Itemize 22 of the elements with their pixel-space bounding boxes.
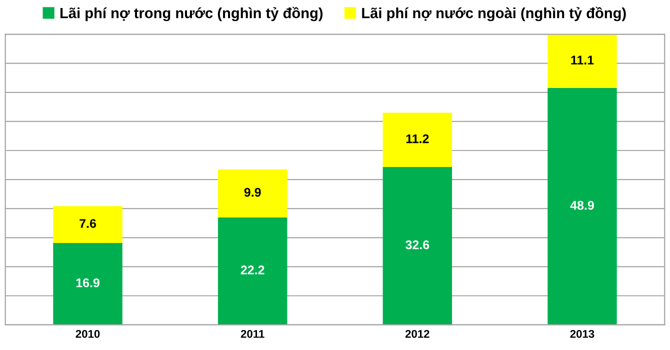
data-label: 11.1 bbox=[571, 56, 594, 64]
data-label: 32.6 bbox=[406, 240, 430, 250]
bar bbox=[218, 169, 288, 218]
bar bbox=[218, 217, 288, 325]
bar bbox=[53, 242, 122, 325]
x-tick-label: 2010 bbox=[76, 330, 100, 338]
bar bbox=[382, 166, 452, 325]
data-label: 48.9 bbox=[570, 200, 594, 210]
data-label: 9.9 bbox=[244, 188, 261, 197]
bar bbox=[548, 34, 617, 88]
bar bbox=[548, 88, 617, 325]
data-label: 16.9 bbox=[76, 278, 100, 288]
data-label: 7.6 bbox=[80, 219, 96, 228]
data-label: 11.2 bbox=[406, 134, 429, 144]
legend-label: Lãi phí nợ trong nước (nghìn tỷ đồng) bbox=[60, 6, 323, 22]
x-tick-label: 2012 bbox=[405, 330, 430, 338]
bar bbox=[53, 206, 122, 243]
data-label: 22.2 bbox=[240, 266, 264, 274]
legend-label: Lãi phí nợ nước ngoài (nghìn tỷ đồng) bbox=[362, 6, 626, 22]
x-tick-label: 2013 bbox=[570, 330, 594, 338]
bar bbox=[382, 112, 452, 167]
x-tick-label: 2011 bbox=[240, 330, 264, 338]
